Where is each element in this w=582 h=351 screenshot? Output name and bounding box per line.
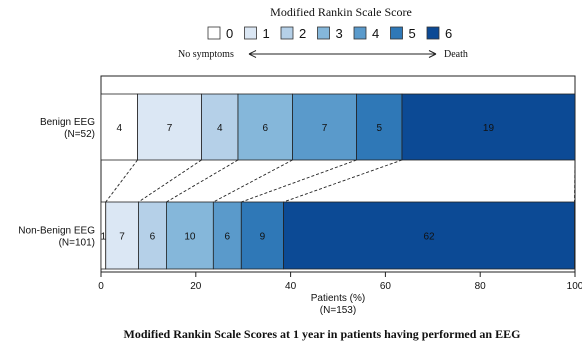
legend-label-4: 4: [372, 26, 379, 41]
legend-swatch-2: [280, 26, 294, 40]
bar-value-row0-mrs5: 5: [376, 123, 382, 134]
x-tick-label-0: 0: [98, 281, 104, 292]
x-tick-label-20: 20: [190, 281, 202, 292]
bar-segment-row0-mrs4: [292, 93, 357, 161]
row-labels: Benign EEG(N=52) Non-Benign EEG(N=101): [18, 117, 95, 249]
legend-swatch-0: [207, 26, 221, 40]
bar-segment-row0-mrs0: [100, 93, 138, 161]
connector-line-4: [213, 159, 293, 203]
row-label-1: Non-Benign EEG: [18, 226, 95, 237]
chart-title: Modified Rankin Scale Score: [270, 5, 412, 19]
legend-direction-arrow: [248, 50, 437, 58]
legend-label-1: 1: [263, 26, 270, 41]
legend-label-0: 0: [226, 26, 233, 41]
x-axis: 0 20 40 60 80 100: [98, 272, 582, 292]
connector-line-2: [138, 159, 202, 203]
x-axis-sublabel: (N=153): [320, 305, 356, 316]
x-tick-label-80: 80: [475, 281, 487, 292]
bar-value-row1-mrs6: 62: [423, 232, 435, 243]
row-label-0: Benign EEG: [40, 117, 95, 128]
bar-value-row1-mrs5: 9: [260, 232, 266, 243]
bar-segment-row0-mrs3: [237, 93, 293, 161]
legend-swatch-5: [390, 26, 403, 40]
bar-value-row1-mrs2: 6: [150, 232, 156, 243]
bar-segment-row1-mrs5: [240, 201, 284, 270]
plot-frame: [100, 75, 576, 273]
legend-label-6: 6: [445, 26, 452, 41]
bar-segment-row0-mrs5: [356, 93, 403, 161]
bar-value-row0-mrs1: 7: [167, 123, 173, 134]
bar-value-row1-mrs4: 6: [225, 232, 231, 243]
bar-value-row0-mrs0: 4: [116, 123, 122, 134]
bar-segment-row0-mrs6: [401, 93, 576, 161]
row-sublabel-1: (N=101): [59, 238, 95, 249]
legend-label-3: 3: [336, 26, 343, 41]
legend-swatch-6: [426, 26, 440, 40]
connector-line-1: [105, 159, 138, 203]
bar-segment-row1-mrs1: [105, 201, 139, 270]
legend-label-2: 2: [299, 26, 306, 41]
legend-swatch-1: [244, 26, 257, 40]
bar-segment-row0-mrs2: [201, 93, 239, 161]
bar-value-row0-mrs4: 7: [322, 123, 328, 134]
bar-value-row0-mrs6: 19: [483, 123, 495, 134]
legend-left-label: No symptoms: [178, 49, 234, 60]
bar-segment-row1-mrs6: [283, 201, 575, 270]
x-tick-label-40: 40: [285, 281, 297, 292]
legend-label-5: 5: [409, 26, 416, 41]
legend-swatch-4: [353, 26, 367, 40]
legend-right-label: Death: [444, 49, 468, 60]
connectors: [105, 159, 576, 203]
x-tick-label-60: 60: [380, 281, 392, 292]
x-tick-label-100: 100: [567, 281, 582, 292]
bar-value-row1-mrs0: 1: [101, 232, 107, 243]
chart-caption: Modified Rankin Scale Scores at 1 year i…: [124, 327, 521, 341]
legend-swatch-3: [317, 26, 330, 40]
bar-value-row0-mrs3: 6: [262, 123, 268, 134]
connector-line-3: [166, 159, 239, 203]
bar-segment-row1-mrs4: [212, 201, 242, 270]
bar-value-row0-mrs2: 4: [217, 123, 223, 134]
x-axis-label: Patients (%): [311, 293, 365, 304]
row-sublabel-0: (N=52): [64, 129, 95, 140]
connector-line-5: [241, 159, 357, 203]
bar-segment-row1-mrs2: [138, 201, 167, 270]
bars: 4 7 4 6 7 5 19 1 7 6 10 6 9 62: [100, 93, 576, 270]
connector-line-6: [283, 159, 403, 203]
bar-value-row1-mrs1: 7: [119, 232, 125, 243]
bar-value-row1-mrs3: 10: [184, 232, 196, 243]
legend: 0 1 2 3 4 5 6: [207, 26, 452, 41]
